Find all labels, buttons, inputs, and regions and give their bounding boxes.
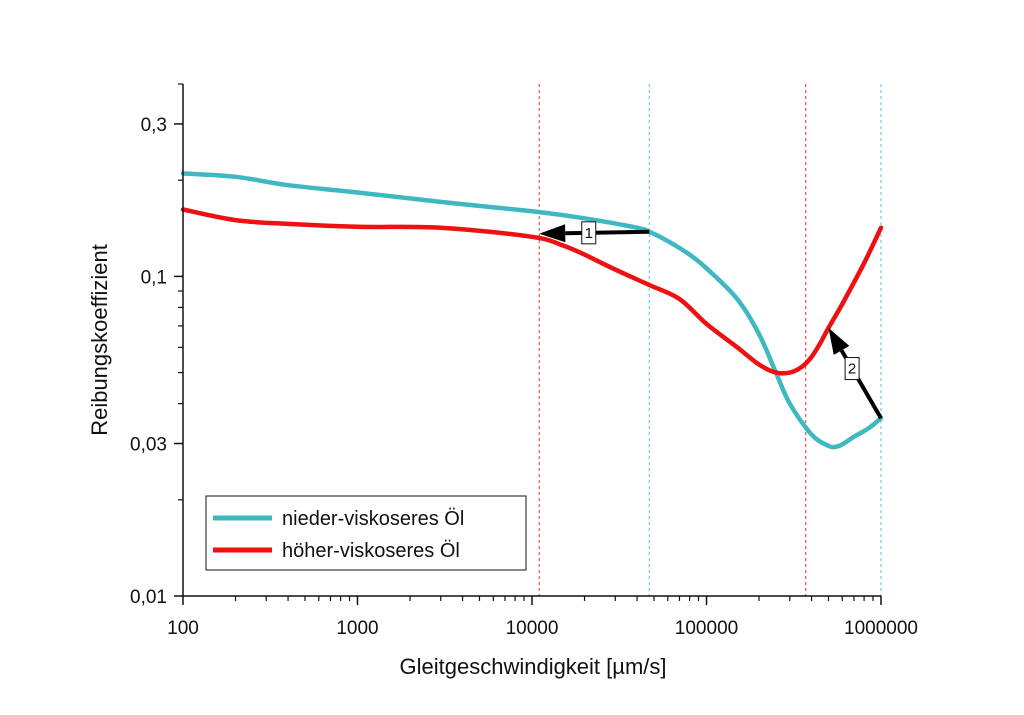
- series-line-1: [180, 207, 884, 376]
- y-tick-label: 0,01: [130, 587, 167, 608]
- annotation-layer: 12: [539, 221, 883, 420]
- legend-label-nieder: nieder-viskoseres Öl: [282, 508, 464, 530]
- x-tick-label: 100000: [675, 618, 738, 639]
- legend-label-hoeher: höher-viskoseres Öl: [282, 540, 460, 562]
- annotation-arrow-head: [539, 224, 566, 243]
- y-ticks: 0,01 0,03 0,1 0,3: [130, 83, 183, 608]
- y-axis-title: Reibungskoeffizient: [87, 244, 112, 436]
- x-tick-label: 10000: [506, 618, 559, 639]
- annotation-label: 1: [585, 225, 593, 242]
- x-ticks: 100 1000 10000 100000 1000000: [167, 596, 918, 639]
- axes: 100 1000 10000 100000 1000000 0,01 0,03 0,1 0,3: [130, 83, 918, 639]
- x-axis-title: Gleitgeschwindigkeit [µm/s]: [400, 654, 667, 679]
- series-layer: [180, 171, 884, 450]
- reference-lines: [538, 84, 882, 596]
- annotation-arrow-shaft: [565, 229, 650, 236]
- legend: nieder-viskoseres Öl höher-viskoseres Öl: [205, 495, 527, 571]
- annotation-arrow-head: [828, 327, 850, 355]
- x-tick-label: 1000: [336, 618, 378, 639]
- y-tick-label: 0,1: [141, 267, 167, 288]
- annotation-label-box: [844, 357, 860, 381]
- y-tick-label: 0,3: [141, 115, 167, 136]
- y-tick-label: 0,03: [130, 435, 167, 456]
- annotation-label-box: [581, 221, 597, 245]
- series-line-0: [180, 171, 884, 450]
- legend-box: [205, 495, 527, 571]
- x-tick-label: 100: [167, 618, 199, 639]
- annotation-label: 2: [848, 361, 856, 378]
- x-tick-label: 1000000: [844, 618, 918, 639]
